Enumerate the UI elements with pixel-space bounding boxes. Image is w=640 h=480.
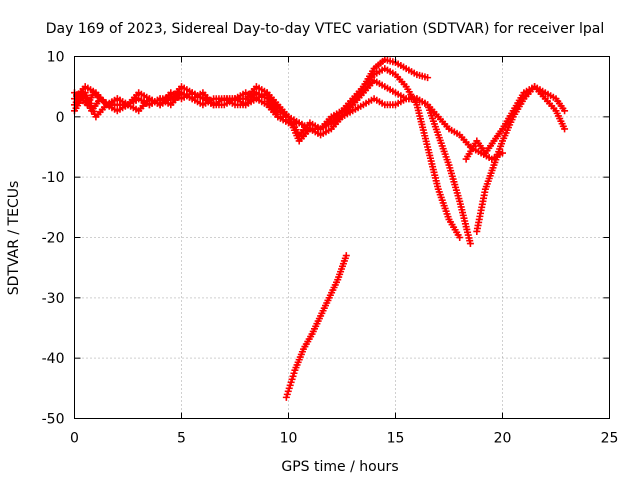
data-point-marker <box>466 240 474 248</box>
x-tick-label: 10 <box>280 431 298 447</box>
x-tick-label: 20 <box>494 431 512 447</box>
x-tick-label: 15 <box>387 431 405 447</box>
x-tick-label: 25 <box>601 431 619 447</box>
data-point-marker <box>424 74 432 82</box>
data-point-marker <box>561 125 569 133</box>
y-axis-label: SDTVAR / TECUs <box>6 181 22 296</box>
y-tick-label: -20 <box>42 231 65 247</box>
y-tick-label: -50 <box>42 412 65 428</box>
data-point-marker <box>342 252 350 260</box>
series-track-6 <box>462 83 569 163</box>
x-axis-label: GPS time / hours <box>281 459 398 475</box>
y-tick-label: -10 <box>42 170 65 186</box>
x-tick-label: 5 <box>177 431 186 447</box>
y-tick-label: 0 <box>56 110 65 126</box>
chart-title: Day 169 of 2023, Sidereal Day-to-day VTE… <box>46 21 604 37</box>
data-point-marker <box>561 107 569 115</box>
y-tick-label: -40 <box>42 351 65 367</box>
x-tick-label: 0 <box>70 431 79 447</box>
data-layer <box>71 56 569 401</box>
data-point-marker <box>456 234 464 241</box>
y-tick-label: 10 <box>47 50 65 66</box>
axis-ticks: 0 5 10 15 20 25 -50 -40 -30 -20 -10 0 10 <box>42 50 619 447</box>
data-point-marker <box>499 149 506 157</box>
y-tick-label: -30 <box>42 291 65 307</box>
series-track-4 <box>71 77 506 163</box>
series-track-7 <box>282 252 350 401</box>
